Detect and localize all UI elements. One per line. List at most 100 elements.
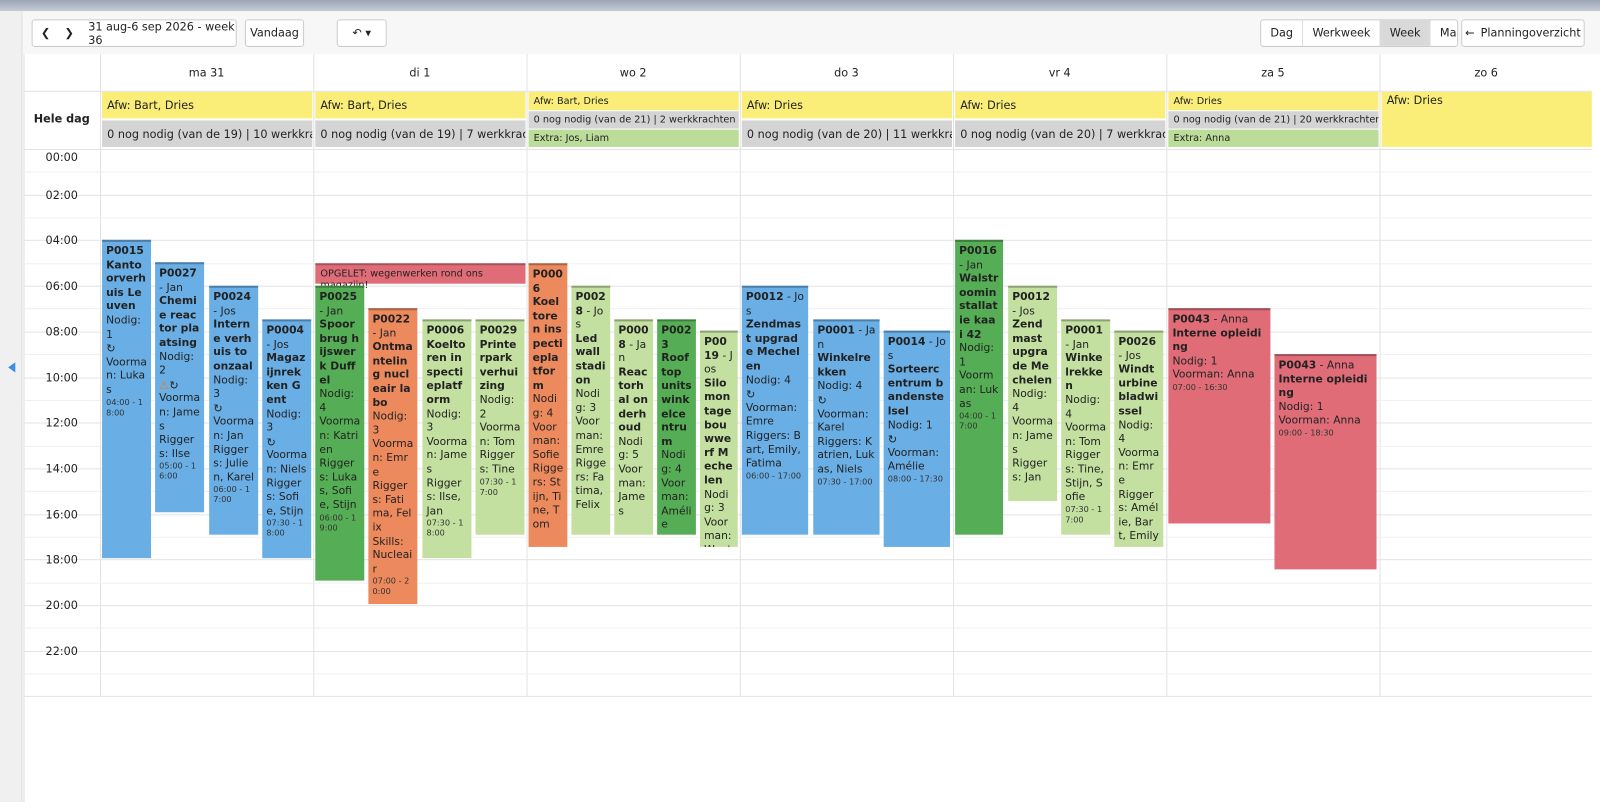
view-button[interactable]: Week [1379,20,1430,46]
event-head: P0026 - Jos [1118,336,1159,364]
hour-line [23,696,1592,698]
view-button[interactable]: Maand [1429,20,1457,46]
event-head: P0014 - Jos [888,336,946,364]
event-line: Riggers: Sofie, Stijn [266,477,304,518]
event-card[interactable]: P0006 Koeltoren inspectieplatform Nodig: 3… [422,319,472,559]
event-code: P0028 [575,290,606,317]
event-line: Voorman: Emre [745,401,798,428]
all-day-label: Hele dag [33,112,90,126]
event-card[interactable]: P0001 - Jan Winkelrekken Nodig: 4 Voorman: … [1061,319,1111,535]
collapse-arrow[interactable] [8,362,16,373]
event-card[interactable]: P0028 - Jos Ledwall stadion Nodig: 3 Voorma… [571,285,611,535]
event-card[interactable]: P0014 - Jos Sorteercentrum bandenstelsel N… [883,330,950,547]
event-icons: ⚠↻ [159,378,200,392]
event-title: Rooftop units winkelcentrum [661,352,692,448]
event-card[interactable]: P0025 - Jan Spoorbrug hijswerk Duffel Nodi… [315,285,365,581]
event-code: P0019 [704,335,727,362]
event-line: Riggers: Katrien, Lukas, Niels [817,435,875,476]
event-card[interactable]: P0029 Printerpark verhuizing Nodig: 2 Voorm… [475,319,525,535]
event-title: Ledwall stadion [575,332,606,387]
view-button[interactable]: Dag [1270,26,1294,40]
next-button[interactable]: ❯ [64,26,74,40]
event-card[interactable]: P0012 - Jos Zendmast upgrade Mechelen Nodi… [741,285,809,535]
event-line: Voorman: James [426,435,468,476]
event-code: P0022 [372,313,411,326]
event-assignee: - Jos [575,304,604,331]
event-code: P0024 [213,290,251,304]
hour-line [23,240,1592,242]
repeat-icon: ↻ [266,435,276,449]
event-title: Reactorhal onderhoud [618,366,648,434]
event-card[interactable]: P0027 - Jan Chemie reactor plaatsing Nodig… [155,262,205,513]
warning-icon: ⚠ [159,378,170,392]
event-line: Nodig: 4 [661,449,686,476]
prev-button[interactable]: ❮ [40,26,51,40]
event-card[interactable]: P0024 - Jos Interne verhuis toonzaal Nodig… [209,285,259,535]
event-line: Riggers: Tine [479,449,515,476]
event-card[interactable]: P0019 - Jos Silo montage bouwwerf Mechele… [699,330,738,547]
event-line: Riggers: Lukas, Sofie, Stijn [319,457,358,512]
event-card[interactable]: P0026 - Jos Windturbine bladwissel Nodig: … [1114,330,1164,547]
absence-box: Afw: Bart, Dries [528,91,739,111]
event-time: 08:00 - 17:30 [887,474,943,484]
event-card[interactable]: P0006 Koeltoren inspectieplatform Nodig: 4… [528,263,568,547]
event-title: Interne opleiding [1278,373,1368,400]
time-label: 22:00 [45,644,78,658]
event-line: Riggers: Ilse [159,433,195,460]
event-line: Nodig: 3 [213,374,249,401]
needed-box: 0 nog nodig (van de 21) | 20 werkkrachte… [1168,111,1379,129]
event-card[interactable]: P0012 - Jos Zendmast upgrade Mechelen Nodi… [1008,285,1058,502]
event-head: P0016 - Jan [959,245,999,273]
event-title: Ontmanteling nucleair labo [372,341,413,409]
event-head: P0027 - Jan [159,267,200,295]
event-head: P0024 - Jos [213,291,254,319]
day-divider [99,54,102,696]
event-line: Voorman: Katrien [319,415,361,456]
event-head: P0006 [533,268,564,296]
event-line: Nodig: 4 [1012,387,1048,415]
hour-line [23,536,1592,538]
event-code: P0001 [817,324,856,337]
event-card[interactable]: P0001 - Jan Winkelrekken Nodig: 4 ↻ Voorman:… [813,319,880,535]
event-title: Koeltoren inspectieplatform [426,338,466,407]
event-title: Spoorbrug hijswerk Duffel [319,318,360,387]
event-head: P0008 - Jan [618,324,649,366]
overview-button[interactable]: ← Planningoverzicht [1461,19,1585,47]
event-card[interactable]: P0023 Rooftop units winkelcentrum Nodig: 4… [657,319,696,535]
hour-line [23,582,1592,584]
absence-box: Afw: Bart, Dries [102,91,313,119]
event-card[interactable]: P0043 - Anna Interne opleiding Nodig: 1 Voo… [1274,354,1377,570]
event-line: Riggers: Stijn, Tine, Tom [532,462,564,531]
event-head: P0019 - Jos [704,336,734,378]
extra-box: Extra: Anna [1168,129,1379,147]
day-header: do 3 [834,66,859,80]
event-title: Kantoorverhuis Leuven [106,258,146,313]
undo-button[interactable]: ↶ ▾ [336,19,387,47]
event-line: Nodig: 4 [1065,393,1101,420]
today-button[interactable]: Vandaag [244,19,305,47]
event-card[interactable]: P0016 - Jan Walstroominstallatie kaai 42 N… [955,239,1004,535]
event-card[interactable]: P0004 - Jos Magazijnrekken Gent Nodig: 3 ↻ V… [262,319,312,559]
notice-banner: OPGELET: wegenwerken rond ons magazijn! [315,263,526,291]
event-head: P0028 - Jos [576,291,607,333]
hour-line [23,627,1592,629]
event-code: P0029 [479,324,518,337]
absence-box: Afw: Bart, Dries [315,91,526,119]
event-card[interactable]: P0022 - Jan Ontmanteling nucleair labo Nod… [368,308,418,605]
day-divider [526,54,528,696]
event-assignee: - Jan [319,304,344,317]
event-card[interactable]: P0043 - Anna Interne opleiding Nodig: 1 Voo… [1168,308,1271,524]
view-button[interactable]: Werkweek [1302,20,1379,46]
event-line: Voorman: Niels [266,449,308,476]
side-rail [0,11,23,802]
event-code: P0025 [319,290,358,304]
day-header: zo 6 [1474,66,1498,80]
overview-label: Planningoverzicht [1480,26,1581,40]
event-card[interactable]: P0015 Kantoorverhuis Leuven Nodig: 1 ↻ Voorm… [102,239,152,559]
event-time: 04:00 - 18:00 [106,397,143,417]
time-label: 14:00 [45,462,78,476]
event-title: Koeltoren inspectieplatform [532,296,563,392]
event-line: Nodig: 1 [959,341,994,369]
